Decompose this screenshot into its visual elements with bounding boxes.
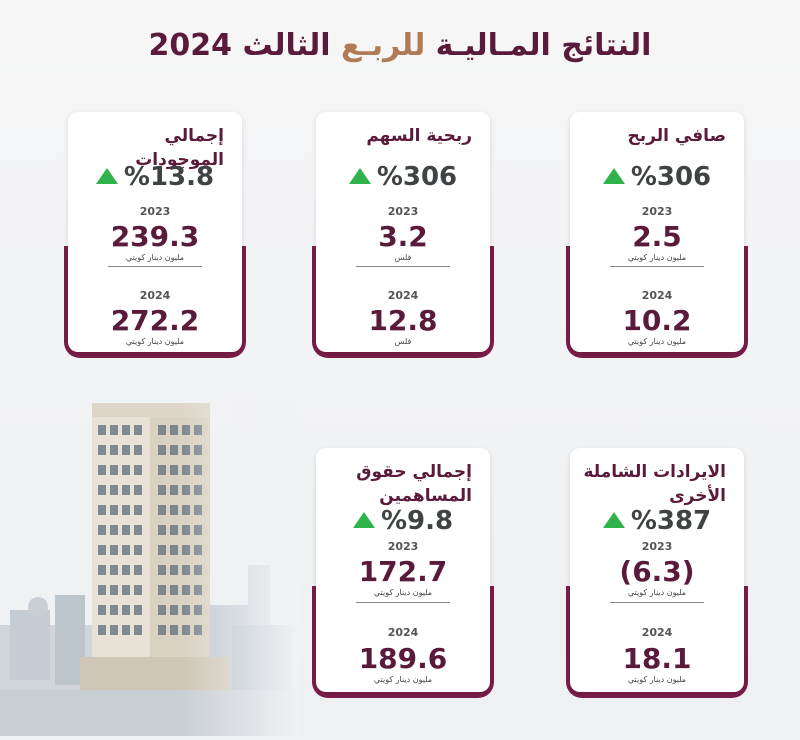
card-panel: إجمالي الموجودات %13.8 2023 239.3 مليون … bbox=[68, 112, 242, 352]
value-2024: 272.2 bbox=[110, 304, 200, 337]
card-label: إجمالي حقوق المساهمين bbox=[356, 462, 472, 506]
value-2024: 18.1 bbox=[622, 642, 692, 675]
value-2023: 3.2 bbox=[378, 220, 428, 253]
card-percent: %9.8 bbox=[316, 506, 490, 536]
page-title: النتائج المـاليـة للربـع الثالث 2024 bbox=[0, 26, 800, 66]
card-net-profit: صافي الربح %306 2023 2.5 مليون دينار كوي… bbox=[566, 112, 748, 358]
unit-2024: مليون دينار كويتي bbox=[125, 337, 185, 346]
up-arrow-icon bbox=[95, 167, 118, 184]
year-2023: 2023 bbox=[387, 205, 419, 218]
card-panel: إجمالي حقوق المساهمين %9.8 2023 172.7 مل… bbox=[316, 448, 490, 692]
year-2024: 2024 bbox=[641, 626, 673, 639]
value-2023: 2.5 bbox=[632, 220, 682, 253]
value-2024: 12.8 bbox=[368, 304, 438, 337]
unit-2023: مليون دينار كويتي bbox=[627, 588, 687, 597]
card-other-comprehensive-income: الايرادات الشاملة الأخرى %387 2023 (6.3)… bbox=[566, 448, 748, 698]
year-2024: 2024 bbox=[387, 626, 419, 639]
unit-2024: مليون دينار كويتي bbox=[627, 675, 687, 684]
title-part1: النتائج المـاليـة bbox=[435, 28, 652, 63]
card-panel: ربحية السهم %306 2023 3.2 فلس 2024 12.8 … bbox=[316, 112, 490, 352]
card-panel: صافي الربح %306 2023 2.5 مليون دينار كوي… bbox=[570, 112, 744, 352]
divider bbox=[610, 602, 704, 603]
card-label: إجمالي الموجودات bbox=[135, 126, 224, 170]
unit-2023: فلس bbox=[394, 253, 412, 262]
year-2023: 2023 bbox=[641, 540, 673, 553]
card-total-assets: إجمالي الموجودات %13.8 2023 239.3 مليون … bbox=[64, 112, 246, 358]
up-arrow-icon bbox=[348, 167, 371, 184]
card-percent: %306 bbox=[316, 162, 490, 192]
year-2023: 2023 bbox=[139, 205, 171, 218]
title-part2: للربـع bbox=[341, 28, 426, 63]
unit-2024: مليون دينار كويتي bbox=[373, 675, 433, 684]
card-label: ربحية السهم bbox=[366, 126, 472, 146]
card-label: الايرادات الشاملة الأخرى bbox=[583, 462, 727, 506]
card-percent: %13.8 bbox=[68, 162, 242, 192]
percent-value: %306 bbox=[376, 162, 458, 192]
year-2024: 2024 bbox=[139, 289, 171, 302]
divider bbox=[356, 602, 450, 603]
value-2024: 10.2 bbox=[622, 304, 692, 337]
divider bbox=[356, 266, 450, 267]
card-panel: الايرادات الشاملة الأخرى %387 2023 (6.3)… bbox=[570, 448, 744, 692]
unit-2023: مليون دينار كويتي bbox=[627, 253, 687, 262]
value-2024: 189.6 bbox=[358, 642, 448, 675]
card-eps: ربحية السهم %306 2023 3.2 فلس 2024 12.8 … bbox=[312, 112, 494, 358]
year-2024: 2024 bbox=[641, 289, 673, 302]
value-2023: (6.3) bbox=[619, 555, 695, 588]
divider bbox=[610, 266, 704, 267]
divider bbox=[108, 266, 202, 267]
year-2023: 2023 bbox=[387, 540, 419, 553]
value-2023: 239.3 bbox=[110, 220, 200, 253]
unit-2023: مليون دينار كويتي bbox=[373, 588, 433, 597]
unit-2023: مليون دينار كويتي bbox=[125, 253, 185, 262]
up-arrow-icon bbox=[352, 511, 375, 528]
unit-2024: مليون دينار كويتي bbox=[627, 337, 687, 346]
percent-value: %306 bbox=[630, 162, 712, 192]
unit-2024: فلس bbox=[394, 337, 412, 346]
title-part3: الثالث 2024 bbox=[148, 28, 331, 63]
percent-value: %387 bbox=[630, 506, 712, 536]
value-2023: 172.7 bbox=[358, 555, 448, 588]
up-arrow-icon bbox=[602, 511, 625, 528]
card-label: صافي الربح bbox=[627, 126, 726, 146]
card-percent: %387 bbox=[570, 506, 744, 536]
card-percent: %306 bbox=[570, 162, 744, 192]
building-image bbox=[0, 395, 300, 736]
year-2023: 2023 bbox=[641, 205, 673, 218]
up-arrow-icon bbox=[602, 167, 625, 184]
card-shareholders-equity: إجمالي حقوق المساهمين %9.8 2023 172.7 مل… bbox=[312, 448, 494, 698]
percent-value: %13.8 bbox=[123, 162, 215, 192]
year-2024: 2024 bbox=[387, 289, 419, 302]
percent-value: %9.8 bbox=[380, 506, 454, 536]
